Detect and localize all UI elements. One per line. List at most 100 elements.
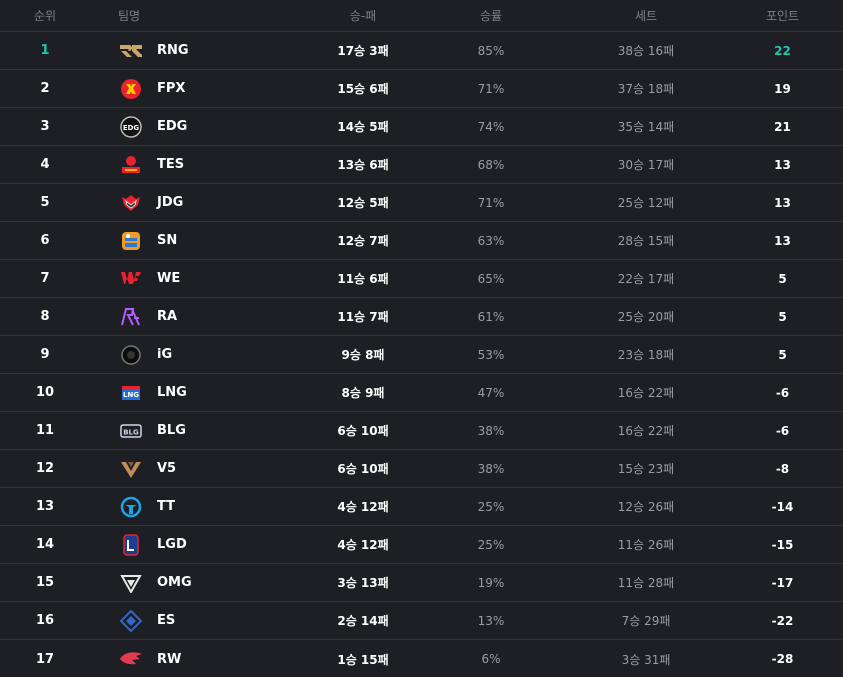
team-name[interactable]: BLG [157,423,186,438]
header-rate[interactable]: 승률 [479,9,503,23]
header-points[interactable]: 포인트 [765,9,800,23]
points-cell: 13 [774,233,791,248]
points-cell: 19 [774,81,791,96]
team-cell[interactable]: V5 [90,458,314,480]
team-cell[interactable]: TES [90,154,314,176]
team-cell[interactable]: WE [90,268,314,290]
sets-cell: 37승 18패 [617,82,675,96]
win-rate-cell: 63% [477,233,505,248]
team-cell[interactable]: LNG LNG [90,382,314,404]
sets-cell: 16승 22패 [617,386,675,400]
header-wl[interactable]: 승-패 [349,9,377,23]
team-cell[interactable]: RA [90,306,314,328]
team-name[interactable]: WE [157,271,181,286]
jdg-logo-icon [119,192,143,214]
table-row[interactable]: 8 RA 11승 7패 61% 25승 20패 5 [0,298,843,336]
rank-cell: 9 [40,347,50,362]
table-row[interactable]: 7 WE 11승 6패 65% 22승 17패 5 [0,260,843,298]
team-cell[interactable]: OMG [90,572,314,594]
table-row[interactable]: 9 iG 9승 8패 53% 23승 18패 5 [0,336,843,374]
win-rate-cell: 71% [477,195,505,210]
team-name[interactable]: V5 [157,461,177,476]
table-row[interactable]: 13 TT 4승 12패 25% 12승 26패 -14 [0,488,843,526]
team-cell[interactable]: RNG [90,40,314,62]
points-cell: -15 [771,537,794,552]
team-cell[interactable]: iG [90,344,314,366]
points-cell: -8 [775,461,790,476]
win-loss-cell: 4승 12패 [337,538,389,552]
sets-cell: 22승 17패 [617,272,675,286]
points-cell: 13 [774,195,791,210]
rank-cell: 4 [40,157,50,172]
team-name[interactable]: iG [157,347,173,362]
team-name[interactable]: FPX [157,81,186,96]
sets-cell: 38승 16패 [617,44,675,58]
win-rate-cell: 47% [477,385,505,400]
team-cell[interactable]: SN [90,230,314,252]
win-rate-cell: 53% [477,347,505,362]
header-sets[interactable]: 세트 [634,9,658,23]
team-cell[interactable]: TT [90,496,314,518]
win-rate-cell: 65% [477,271,505,286]
table-row[interactable]: 2 FPX 15승 6패 71% 37승 18패 19 [0,70,843,108]
team-name[interactable]: ES [157,613,176,628]
points-cell: 5 [778,347,787,362]
team-name[interactable]: RW [157,651,182,667]
table-row[interactable]: 5 JDG 12승 5패 71% 25승 12패 13 [0,184,843,222]
table-row[interactable]: 6 SN 12승 7패 63% 28승 15패 13 [0,222,843,260]
sets-cell: 35승 14패 [617,120,675,134]
team-name[interactable]: RNG [157,43,189,58]
ra-logo-icon [119,306,143,328]
table-row[interactable]: 16 ES 2승 14패 13% 7승 29패 -22 [0,602,843,640]
table-row[interactable]: 4 TES 13승 6패 68% 30승 17패 13 [0,146,843,184]
points-cell: -22 [771,613,794,628]
table-row[interactable]: 3 EDG EDG 14승 5패 74% 35승 14패 21 [0,108,843,146]
team-name[interactable]: TES [157,157,185,172]
win-loss-cell: 4승 12패 [337,500,389,514]
header-team[interactable]: 팀명 [118,9,141,23]
team-cell[interactable]: JDG [90,192,314,214]
es-logo-icon [119,609,143,632]
table-row[interactable]: 15 OMG 3승 13패 19% 11승 28패 -17 [0,564,843,602]
rw-logo-icon [119,648,143,670]
table-row[interactable]: 10 LNG LNG 8승 9패 47% 16승 22패 -6 [0,374,843,412]
rank-cell: 13 [35,499,55,514]
team-name[interactable]: JDG [157,195,184,210]
team-cell[interactable]: RW [90,648,314,670]
team-cell[interactable]: LGD [90,533,314,556]
lng-logo-icon: LNG [119,382,143,404]
table-row[interactable]: 17 RW 1승 15패 6% 3승 31패 -28 [0,640,843,677]
team-name[interactable]: LNG [157,385,187,400]
header-rank[interactable]: 순위 [33,9,57,23]
table-header: 순위 팀명 승-패 승률 세트 포인트 [0,0,843,32]
points-cell: 22 [774,43,791,58]
win-loss-cell: 13승 6패 [337,158,389,172]
team-cell[interactable]: ES [90,609,314,632]
rank-cell: 15 [35,575,55,590]
table-row[interactable]: 14 LGD 4승 12패 25% 11승 26패 -15 [0,526,843,564]
team-name[interactable]: EDG [157,119,188,134]
table-row[interactable]: 11 BLG BLG 6승 10패 38% 16승 22패 -6 [0,412,843,450]
team-name[interactable]: TT [157,499,176,514]
rank-cell: 6 [40,233,50,248]
win-loss-cell: 8승 9패 [341,386,385,400]
rank-cell: 7 [40,271,50,286]
team-name[interactable]: OMG [157,575,192,590]
table-row[interactable]: 1 RNG 17승 3패 85% 38승 16패 22 [0,32,843,70]
svg-text:BLG: BLG [123,428,139,436]
blg-logo-icon: BLG [119,420,143,442]
table-row[interactable]: 12 V5 6승 10패 38% 15승 23패 -8 [0,450,843,488]
we-logo-icon [119,268,143,290]
team-cell[interactable]: FPX [90,78,314,100]
team-cell[interactable]: BLG BLG [90,420,314,442]
rank-cell: 16 [35,613,55,628]
fpx-logo-icon [119,78,143,100]
team-name[interactable]: RA [157,309,178,324]
table-body: 1 RNG 17승 3패 85% 38승 16패 22 2 FPX 15승 6패 71% 37승 1… [0,32,843,677]
team-cell[interactable]: EDG EDG [90,115,314,138]
win-rate-cell: 74% [477,119,505,134]
rank-cell: 3 [40,119,50,134]
points-cell: 13 [774,157,791,172]
team-name[interactable]: LGD [157,537,187,552]
team-name[interactable]: SN [157,233,178,248]
